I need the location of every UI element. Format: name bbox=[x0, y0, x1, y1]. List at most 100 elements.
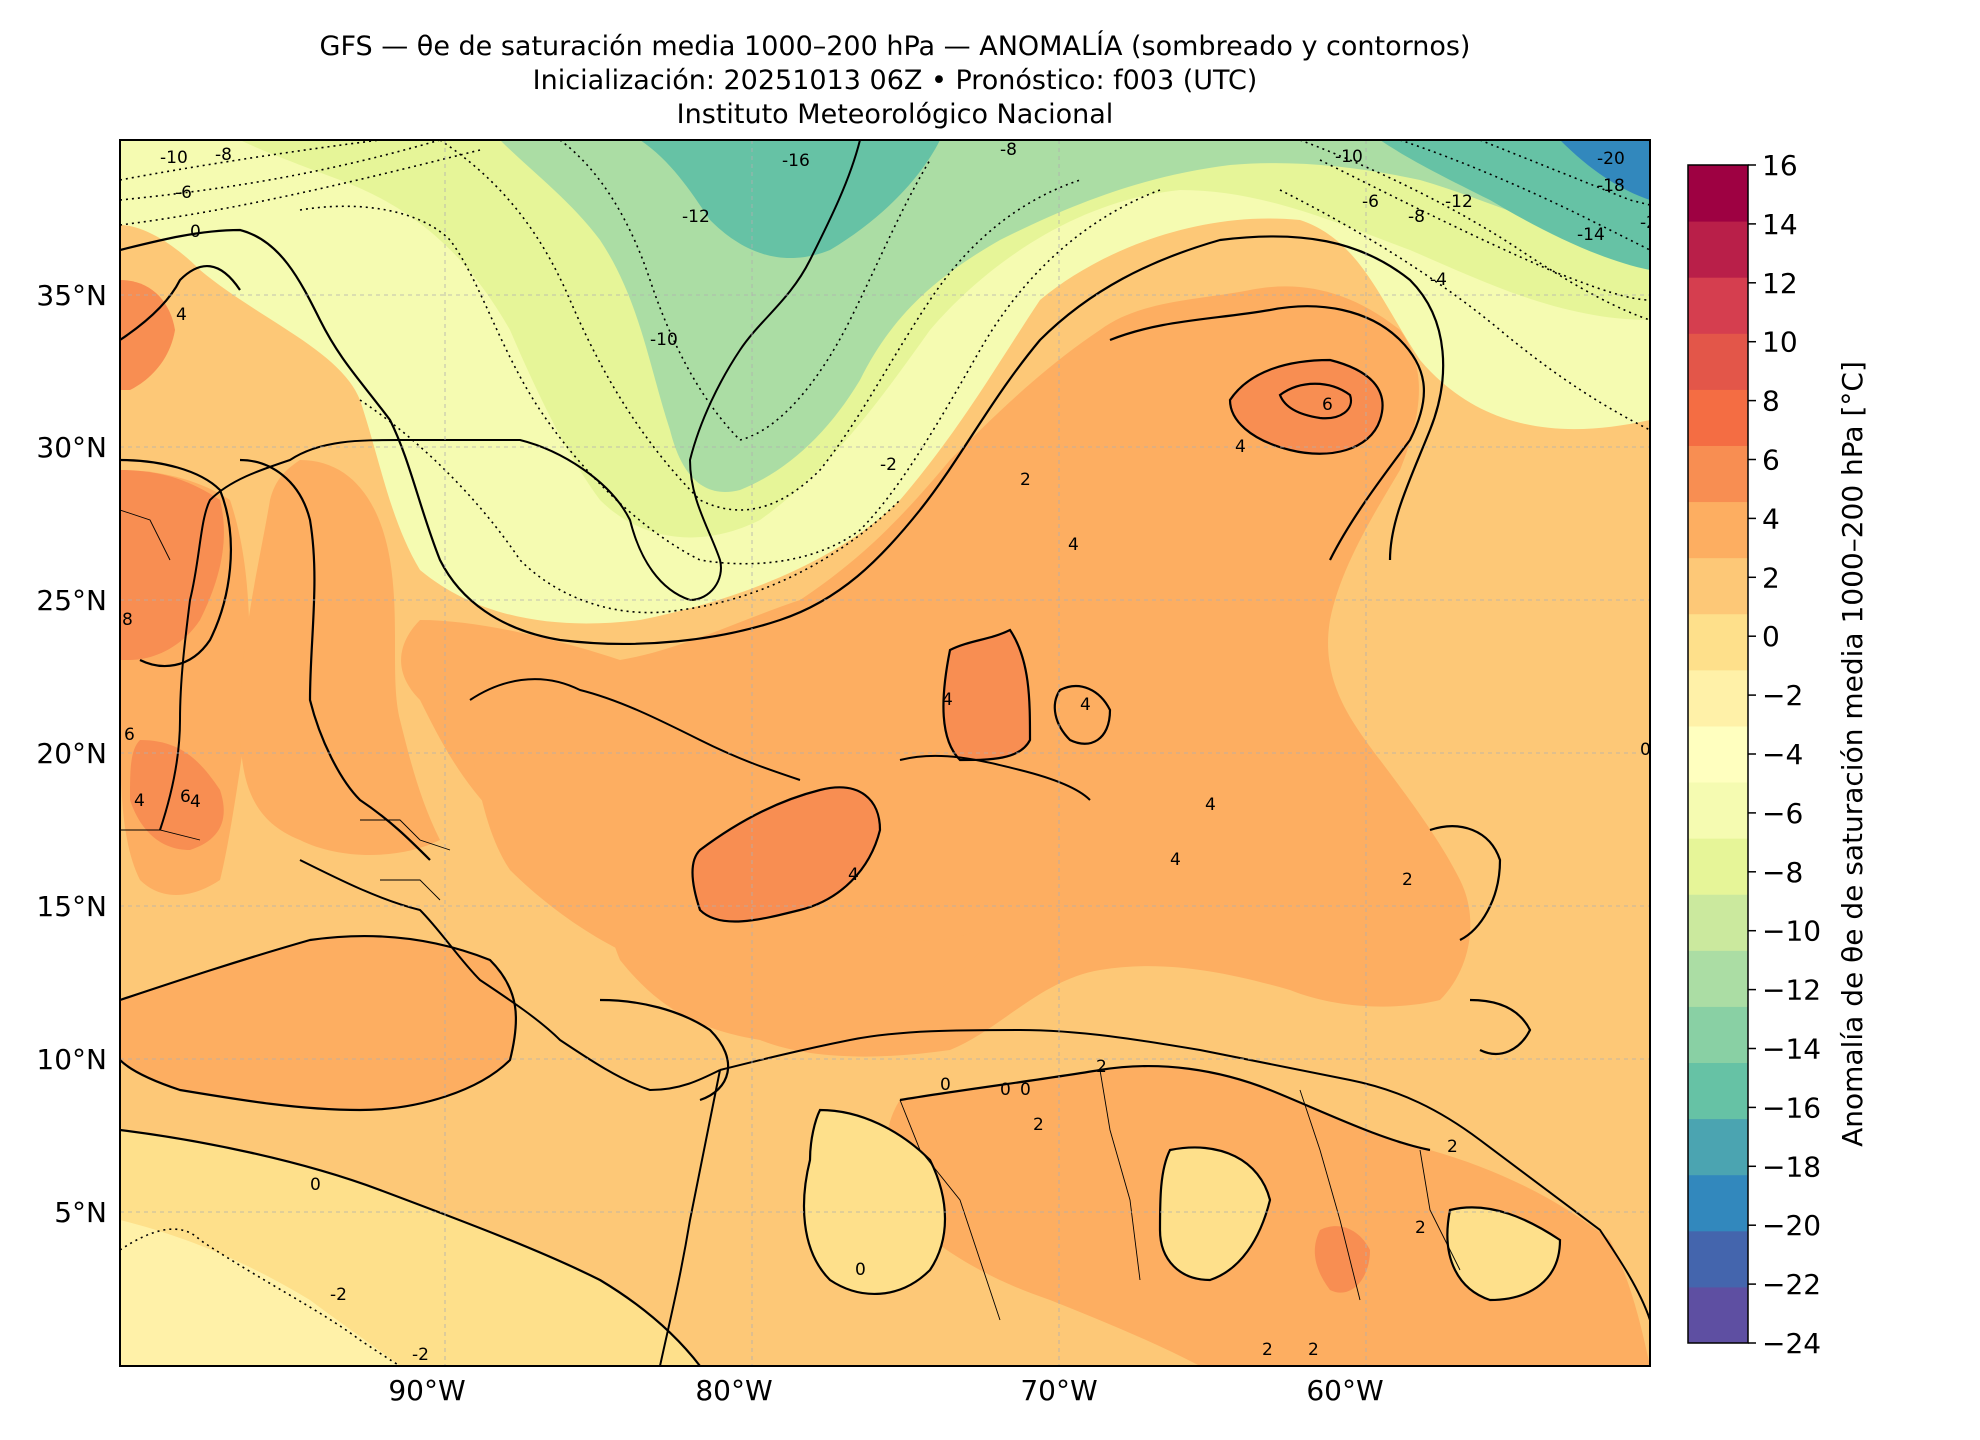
colorbar-segment bbox=[1688, 501, 1748, 559]
contour-line-2 bbox=[1469, 998, 1532, 1055]
contour-label: 8 bbox=[122, 610, 133, 630]
contour-label: 0 bbox=[310, 1175, 321, 1195]
map-panel: -10 -8 -6 0 4 -16 -12 -10 -8 -10 -6 -8 -… bbox=[120, 140, 1657, 1366]
contour-label: 0 bbox=[855, 1260, 866, 1280]
contour-line-neg bbox=[559, 140, 741, 441]
colorbar-segment bbox=[1688, 389, 1748, 446]
colorbar-label: Anomalía de θe de saturación media 1000–… bbox=[1836, 361, 1869, 1147]
contour-label: -10 bbox=[1335, 147, 1363, 167]
anomaly-region-cold-northeast bbox=[1380, 140, 1650, 270]
contour-label: 4 bbox=[1068, 535, 1079, 555]
country-borders bbox=[120, 509, 1461, 1321]
lon-tick-label: 60°W bbox=[1306, 1374, 1383, 1407]
anomaly-region-warm-bahamas bbox=[943, 630, 1030, 760]
colorbar-segment bbox=[1688, 1006, 1748, 1064]
colorbar-tick-label: 12 bbox=[1762, 267, 1798, 300]
coastline-south-america bbox=[719, 1028, 1650, 1321]
contour-label: -14 bbox=[1577, 225, 1605, 245]
contour-label: 2 bbox=[1096, 1057, 1107, 1077]
coastline-us-east bbox=[688, 140, 861, 601]
anomaly-region-cold-core bbox=[240, 140, 1650, 538]
colorbar-segment bbox=[1688, 950, 1748, 1007]
contour-label: 2 bbox=[1262, 1340, 1273, 1360]
contour-line-4 bbox=[691, 786, 882, 923]
colorbar-segment bbox=[1688, 557, 1748, 615]
contour-label: -16 bbox=[782, 151, 810, 171]
contour-label: 0 bbox=[1640, 740, 1651, 760]
contour-label: -4 bbox=[1430, 270, 1447, 290]
map-subtitle: Inicialización: 20251013 06Z • Pronóstic… bbox=[532, 65, 1258, 96]
colorbar-tick-label: 10 bbox=[1762, 326, 1798, 359]
contour-line-0 bbox=[1446, 1206, 1562, 1302]
colorbar-segment bbox=[1688, 1230, 1748, 1288]
coastline-hispaniola bbox=[899, 754, 1091, 801]
contour-label: -6 bbox=[175, 183, 192, 203]
anomaly-region-warm-pacific bbox=[120, 936, 516, 1110]
contour-label: 2 bbox=[1308, 1340, 1319, 1360]
colorbar-tick-label: 14 bbox=[1762, 208, 1798, 241]
contour-line-neg bbox=[299, 189, 1161, 565]
border-line bbox=[1419, 1149, 1461, 1271]
contour-label: 2 bbox=[1020, 470, 1031, 490]
border-line bbox=[899, 1099, 1001, 1321]
lon-tick-label: 90°W bbox=[388, 1374, 465, 1407]
lat-tick-label: 35°N bbox=[36, 279, 107, 312]
contour-label: 2 bbox=[1447, 1137, 1458, 1157]
colorbar-segment bbox=[1688, 782, 1748, 839]
lat-tick-label: 25°N bbox=[36, 584, 107, 617]
contour-label: 4 bbox=[1205, 795, 1216, 815]
colorbar-segment bbox=[1688, 221, 1748, 278]
lon-tick-label: 80°W bbox=[695, 1374, 772, 1407]
contour-label: 4 bbox=[1080, 695, 1091, 715]
longitude-labels: 90°W 80°W 70°W 60°W bbox=[388, 1374, 1383, 1407]
contour-label: 6 bbox=[180, 787, 191, 807]
colorbar-tick-label: 6 bbox=[1762, 444, 1780, 477]
coastline-cuba bbox=[469, 678, 801, 781]
contour-line-2 bbox=[899, 1064, 1431, 1152]
contour-label: -6 bbox=[1362, 192, 1379, 212]
border-line bbox=[380, 879, 441, 901]
contour-label: 0 bbox=[1020, 1080, 1031, 1100]
colorbar-segment bbox=[1688, 838, 1748, 895]
contour-label: -2 bbox=[1640, 213, 1657, 233]
contour-line-6 bbox=[1278, 382, 1353, 420]
contour-label: 4 bbox=[134, 791, 145, 811]
colorbar-segment bbox=[1688, 725, 1748, 783]
map-title: GFS — θe de saturación media 1000–200 hP… bbox=[319, 31, 1471, 62]
colorbar-tick-label: −8 bbox=[1762, 856, 1803, 889]
contour-line-4 bbox=[1053, 685, 1112, 745]
coastlines bbox=[159, 140, 1650, 1366]
contour-label: 0 bbox=[190, 222, 201, 242]
contour-line-2 bbox=[1109, 305, 1426, 561]
contour-line-0 bbox=[1158, 1146, 1272, 1282]
contour-label: 0 bbox=[940, 1075, 951, 1095]
contour-label: -12 bbox=[1445, 192, 1473, 212]
colorbar-tick-label: 8 bbox=[1762, 385, 1780, 418]
anomaly-region-warm-gulf-center bbox=[240, 460, 440, 855]
contour-label: 4 bbox=[942, 690, 953, 710]
colorbar-tick-label: −6 bbox=[1762, 797, 1803, 830]
anomaly-region-cold-deep bbox=[640, 140, 940, 259]
contour-label: 6 bbox=[1322, 395, 1333, 415]
contour-label: -2 bbox=[412, 1345, 429, 1365]
coastline-colombia-pacific bbox=[659, 1069, 721, 1366]
anomaly-region-cold-northeast-deep bbox=[1560, 140, 1650, 200]
contour-label: -10 bbox=[650, 330, 678, 350]
contour-line-0 bbox=[120, 1128, 701, 1366]
contour-label: 4 bbox=[848, 865, 859, 885]
border-line bbox=[1299, 1089, 1361, 1301]
contour-label: -8 bbox=[215, 145, 232, 165]
border-line bbox=[120, 829, 201, 841]
colorbar-segment bbox=[1688, 445, 1748, 503]
anomaly-region-cool-south-pacific-inner bbox=[120, 1220, 400, 1366]
anomaly-region-warm-south-america bbox=[886, 1066, 1650, 1366]
colorbar-segment bbox=[1688, 277, 1748, 334]
contour-label: -20 bbox=[1597, 149, 1625, 169]
contour-line-neg bbox=[1279, 189, 1650, 431]
coastline-central-america bbox=[299, 859, 721, 1092]
contour-line-neg bbox=[1299, 140, 1650, 321]
anomaly-region-warm-south-core bbox=[1314, 1226, 1370, 1293]
contour-label: -18 bbox=[1597, 176, 1625, 196]
colorbar-tick-label: −20 bbox=[1762, 1209, 1821, 1242]
